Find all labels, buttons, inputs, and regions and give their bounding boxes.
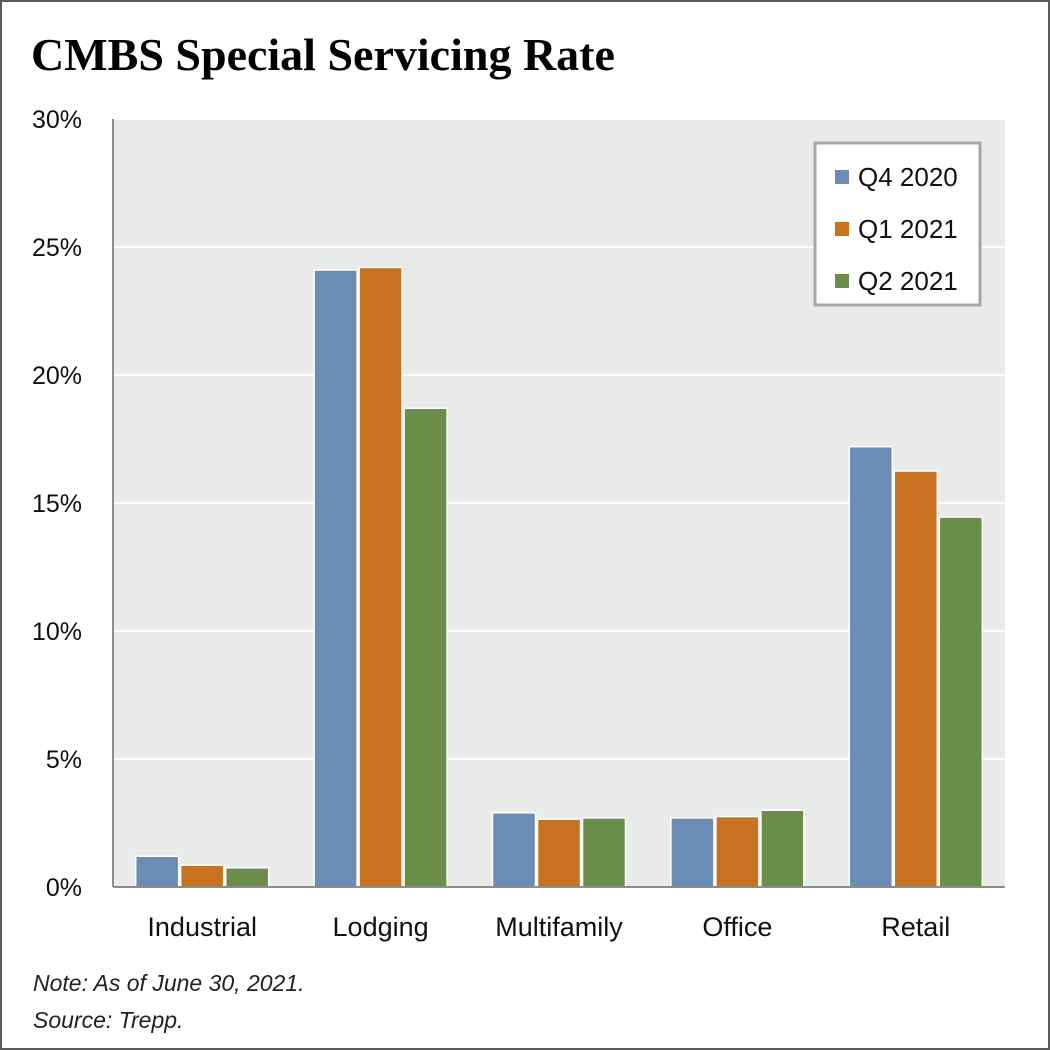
x-tick-label: Industrial bbox=[147, 912, 257, 942]
legend-label: Q1 2021 bbox=[858, 214, 958, 244]
bar-multifamily-q1-2021 bbox=[536, 818, 582, 888]
y-tick-label: 20% bbox=[32, 362, 82, 390]
bar-lodging-q1-2021 bbox=[358, 266, 403, 888]
y-tick-label: 0% bbox=[46, 874, 82, 902]
bar-office-q2-2021 bbox=[760, 809, 805, 888]
bar-industrial-q2-2021 bbox=[224, 867, 270, 888]
legend-swatch bbox=[835, 170, 849, 184]
legend: Q4 2020 Q1 2021 Q2 2021 bbox=[813, 141, 982, 307]
legend-swatch bbox=[835, 222, 849, 236]
y-tick-label: 10% bbox=[32, 618, 82, 646]
bar-office-q1-2021 bbox=[715, 815, 760, 888]
chart-title: CMBS Special Servicing Rate bbox=[31, 29, 615, 80]
bar-lodging-q4-2020 bbox=[313, 269, 358, 888]
y-tick-labels: 0% 5% 10% 15% 20% 25% 30% bbox=[32, 106, 82, 902]
bar-retail-q4-2020 bbox=[848, 445, 894, 888]
x-tick-label: Multifamily bbox=[495, 912, 623, 942]
legend-label: Q4 2020 bbox=[858, 162, 958, 192]
legend-swatch bbox=[835, 274, 849, 288]
bar-retail-q2-2021 bbox=[938, 516, 984, 888]
y-tick-label: 5% bbox=[46, 746, 82, 774]
y-tick-label: 30% bbox=[32, 106, 82, 134]
axes bbox=[112, 119, 1005, 888]
bar-lodging-q2-2021 bbox=[403, 407, 448, 888]
bar-industrial-q4-2020 bbox=[134, 855, 180, 888]
x-tick-labels: Industrial Lodging Multifamily Office Retail bbox=[147, 912, 950, 942]
bar-retail-q1-2021 bbox=[893, 470, 939, 888]
x-tick-label: Retail bbox=[881, 912, 950, 942]
bar-industrial-q1-2021 bbox=[179, 864, 225, 888]
x-tick-label: Office bbox=[702, 912, 772, 942]
bars bbox=[134, 266, 984, 888]
chart-note: Note: As of June 30, 2021. bbox=[33, 970, 305, 996]
legend-label: Q2 2021 bbox=[858, 266, 958, 296]
y-tick-label: 25% bbox=[32, 234, 82, 262]
bar-multifamily-q2-2021 bbox=[581, 817, 627, 888]
y-tick-label: 15% bbox=[32, 490, 82, 518]
bar-multifamily-q4-2020 bbox=[491, 812, 537, 888]
chart-source: Source: Trepp. bbox=[33, 1007, 184, 1033]
x-tick-label: Lodging bbox=[333, 912, 429, 942]
bar-office-q4-2020 bbox=[670, 817, 715, 888]
